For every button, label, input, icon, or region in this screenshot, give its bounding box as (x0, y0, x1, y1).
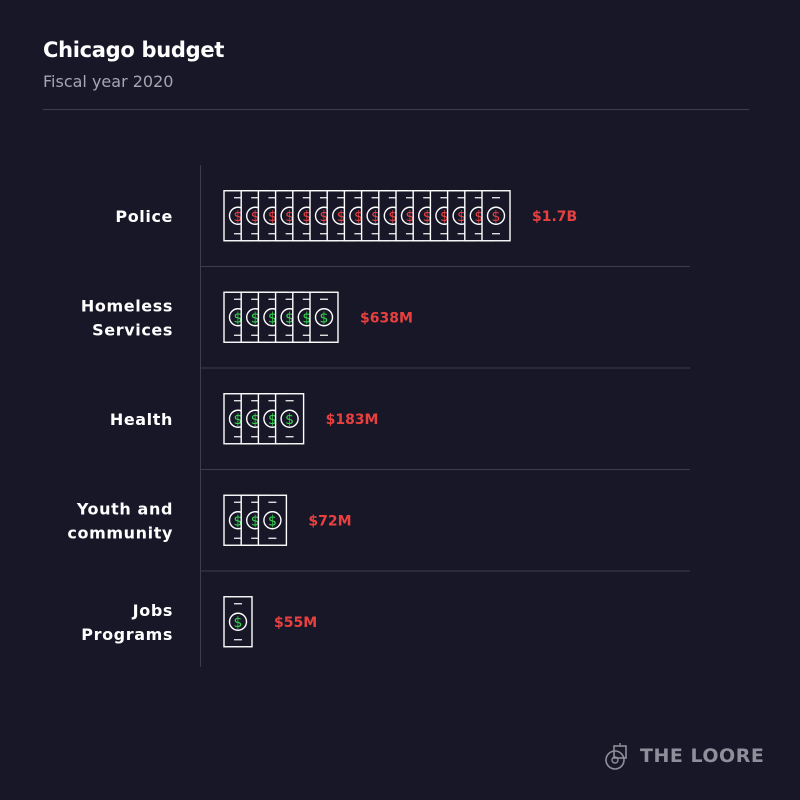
svg-text:$: $ (320, 310, 329, 326)
svg-text:$: $ (354, 209, 363, 225)
svg-text:$: $ (406, 209, 415, 225)
svg-text:$: $ (423, 209, 432, 225)
chart-subtitle: Fiscal year 2020 (43, 72, 174, 91)
category-label: Homeless Services (81, 296, 173, 339)
value-label: $638M (360, 310, 413, 326)
chart-row: Police $ $ $ $ $ $ $ $ $ $ $ $ $ $ $ $ $1.7B (115, 190, 577, 242)
category-label-line: Youth and (76, 499, 173, 518)
svg-text:$: $ (285, 310, 294, 326)
brand-name: THE LOORE (640, 745, 765, 767)
chart-row: Health $ $ $ $ $183M (110, 393, 379, 445)
svg-text:$: $ (268, 209, 277, 225)
svg-text:$: $ (388, 209, 397, 225)
svg-text:$: $ (457, 209, 466, 225)
svg-text:$: $ (285, 412, 294, 428)
dollar-bill-icon: $ (309, 291, 339, 343)
value-label: $72M (308, 513, 351, 529)
svg-text:$: $ (234, 209, 243, 225)
category-label-line: Programs (81, 625, 173, 644)
svg-text:$: $ (302, 209, 311, 225)
category-label-line: Police (115, 207, 173, 226)
svg-text:$: $ (234, 513, 243, 529)
svg-text:$: $ (234, 310, 243, 326)
svg-text:$: $ (251, 513, 260, 529)
svg-text:$: $ (268, 310, 277, 326)
svg-text:$: $ (492, 209, 501, 225)
category-label: Jobs Programs (81, 601, 173, 644)
svg-text:$: $ (320, 209, 329, 225)
category-label-line: Jobs (132, 601, 173, 620)
brand-logo: THE LOORE (604, 741, 764, 771)
svg-text:$: $ (268, 513, 277, 529)
dollar-bill-icon: $ (257, 494, 288, 546)
svg-text:$: $ (440, 209, 449, 225)
category-label: Police (115, 207, 173, 226)
category-label: Youth and community (67, 499, 173, 542)
svg-text:$: $ (234, 615, 243, 631)
budget-chart: Police $ $ $ $ $ $ $ $ $ $ $ $ $ $ $ $ $1.7B Homeless Servi… (67, 165, 690, 667)
dollar-bill-icon: $ (223, 596, 253, 648)
category-label-line: Health (110, 410, 173, 429)
svg-text:$: $ (251, 310, 260, 326)
chart-row: Youth and community $ $ $ $72M (67, 494, 352, 546)
header-divider (43, 109, 749, 110)
chart-row: Homeless Services $ $ $ $ $ $ $638M (81, 291, 413, 343)
dollar-bill-icon: $ (481, 190, 511, 242)
loore-logo-icon (605, 743, 627, 770)
category-label: Health (110, 410, 173, 429)
chart-row: Jobs Programs $ $55M (81, 596, 317, 648)
chart-title: Chicago budget (43, 38, 225, 62)
category-label-line: Services (92, 320, 173, 339)
svg-text:$: $ (251, 209, 260, 225)
svg-text:$: $ (234, 412, 243, 428)
svg-text:$: $ (268, 412, 277, 428)
svg-text:$: $ (251, 412, 260, 428)
svg-text:$: $ (371, 209, 380, 225)
category-label-line: Homeless (81, 296, 173, 315)
value-label: $55M (274, 615, 317, 631)
value-label: $1.7B (532, 209, 577, 225)
svg-text:$: $ (337, 209, 346, 225)
dollar-bill-icon: $ (274, 393, 305, 445)
value-label: $183M (326, 412, 379, 428)
category-label-line: community (67, 523, 173, 542)
svg-text:$: $ (474, 209, 483, 225)
svg-text:$: $ (302, 310, 311, 326)
svg-text:$: $ (285, 209, 294, 225)
